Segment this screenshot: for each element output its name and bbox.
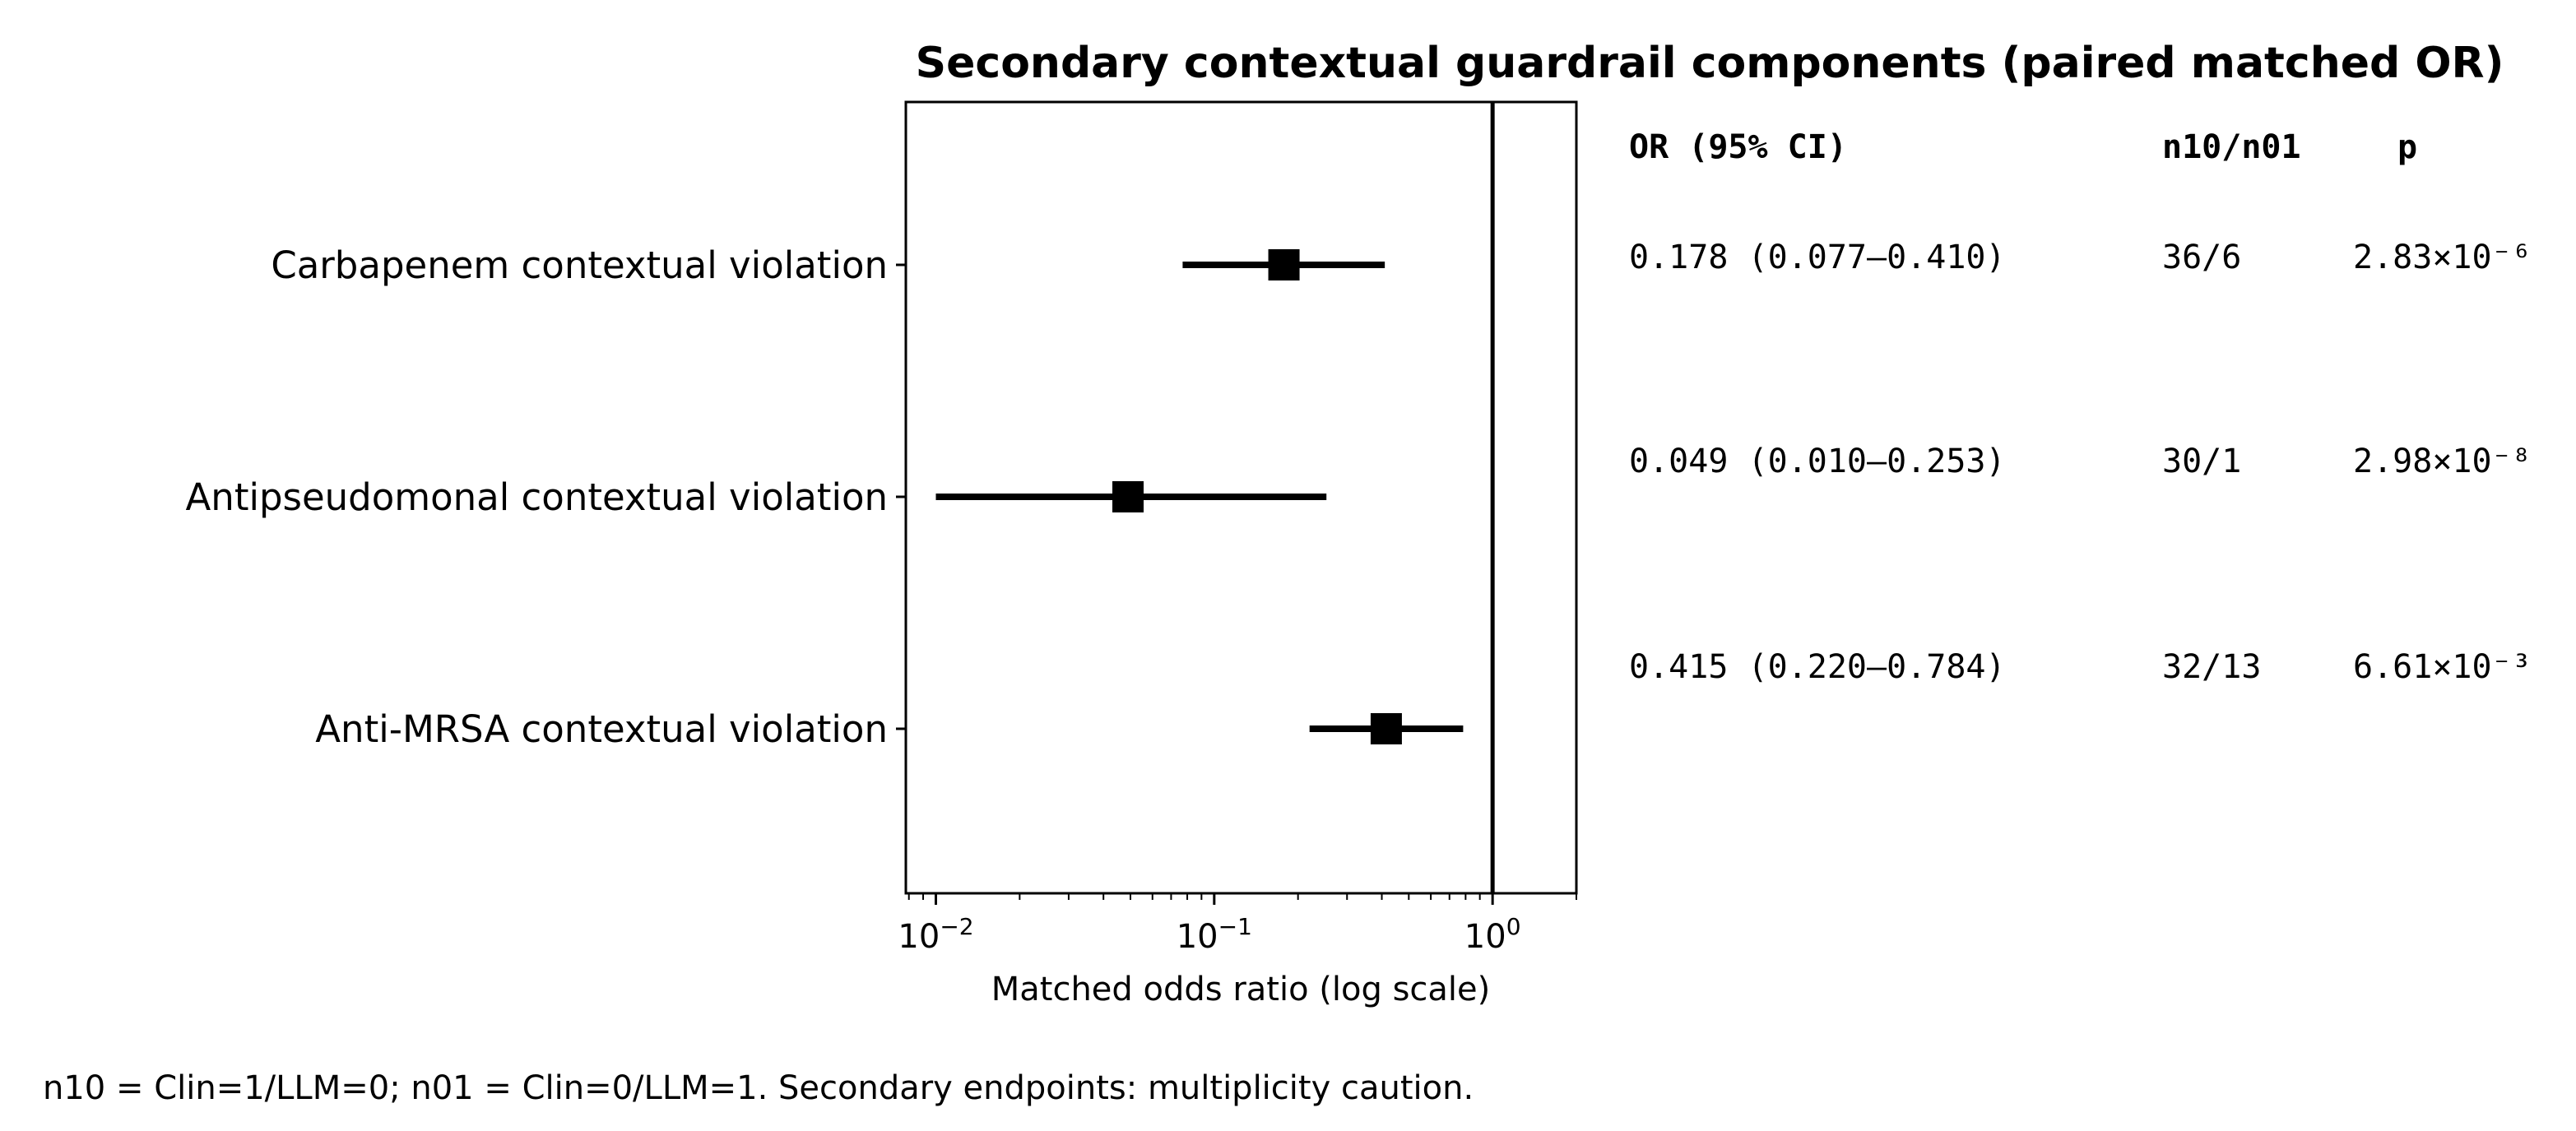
point-estimate <box>1370 713 1402 744</box>
n10-n01-value: 30/1 <box>2162 443 2241 480</box>
x-tick-label: 100 <box>1464 913 1521 956</box>
point-estimate <box>1268 249 1300 280</box>
x-tick-label: 10−2 <box>898 913 973 956</box>
y-tick-label: Carbapenem contextual violation <box>271 243 888 287</box>
p-value: 6.61×10⁻³ <box>2353 648 2532 686</box>
y-axis: Carbapenem contextual violation Antipseud… <box>186 243 906 751</box>
y-tick-label: Anti-MRSA contextual violation <box>315 707 888 751</box>
header-n10-n01: n10/n01 <box>2162 128 2301 166</box>
n10-n01-value: 36/6 <box>2162 239 2241 276</box>
forest-marks <box>935 249 1464 744</box>
point-estimate <box>1112 481 1144 512</box>
plot-area: 10−2 10−1 100 Carbapenem contextual violat… <box>186 100 1578 956</box>
header-or-ci: OR (95% CI) <box>1629 128 1847 166</box>
x-tick-label: 10−1 <box>1177 913 1252 956</box>
n10-n01-value: 32/13 <box>2162 648 2261 686</box>
x-axis: 10−2 10−1 100 <box>898 893 1577 956</box>
table-rows: 0.178 (0.077–0.410) 36/6 2.83×10⁻⁶ 0.049 (0… <box>1629 239 2532 686</box>
p-value: 2.98×10⁻⁸ <box>2353 443 2532 480</box>
p-value: 2.83×10⁻⁶ <box>2353 239 2532 276</box>
header-p: p <box>2397 128 2417 166</box>
or-ci-value: 0.049 (0.010–0.253) <box>1629 443 2006 480</box>
y-tick-label: Antipseudomonal contextual violation <box>186 475 888 519</box>
footnote: n10 = Clin=1/LLM=0; n01 = Clin=0/LLM=1. … <box>43 1069 1474 1107</box>
x-axis-label: Matched odds ratio (log scale) <box>991 971 1490 1008</box>
stats-table: OR (95% CI) n10/n01 p 0.178 (0.077–0.410… <box>1629 128 2532 686</box>
or-ci-value: 0.178 (0.077–0.410) <box>1629 239 2006 276</box>
chart-title: Secondary contextual guardrail component… <box>916 39 2504 88</box>
or-ci-value: 0.415 (0.220–0.784) <box>1629 648 2006 686</box>
